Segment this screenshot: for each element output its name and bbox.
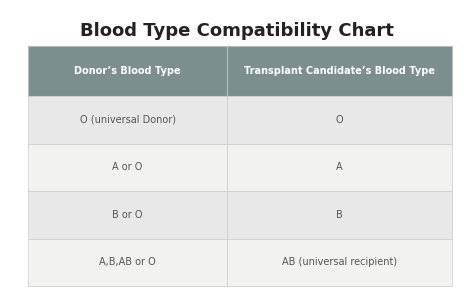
Bar: [227, 46, 452, 96]
Text: AB (universal recipient): AB (universal recipient): [282, 257, 397, 267]
Text: B or O: B or O: [112, 210, 143, 220]
Text: A or O: A or O: [112, 162, 143, 172]
Bar: [227, 191, 452, 238]
Text: O: O: [336, 115, 344, 125]
Text: B: B: [336, 210, 343, 220]
Text: A,B,AB or O: A,B,AB or O: [99, 257, 156, 267]
Bar: [227, 238, 452, 286]
Bar: [28, 238, 227, 286]
Text: O (universal Donor): O (universal Donor): [80, 115, 176, 125]
Text: A: A: [337, 162, 343, 172]
Bar: [227, 143, 452, 191]
Bar: [28, 46, 227, 96]
Bar: [28, 191, 227, 238]
Bar: [28, 143, 227, 191]
Text: Transplant Candidate’s Blood Type: Transplant Candidate’s Blood Type: [244, 66, 435, 76]
Bar: [227, 96, 452, 143]
Bar: [28, 96, 227, 143]
Text: Blood Type Compatibility Chart: Blood Type Compatibility Chart: [80, 22, 394, 40]
Text: Donor’s Blood Type: Donor’s Blood Type: [74, 66, 181, 76]
